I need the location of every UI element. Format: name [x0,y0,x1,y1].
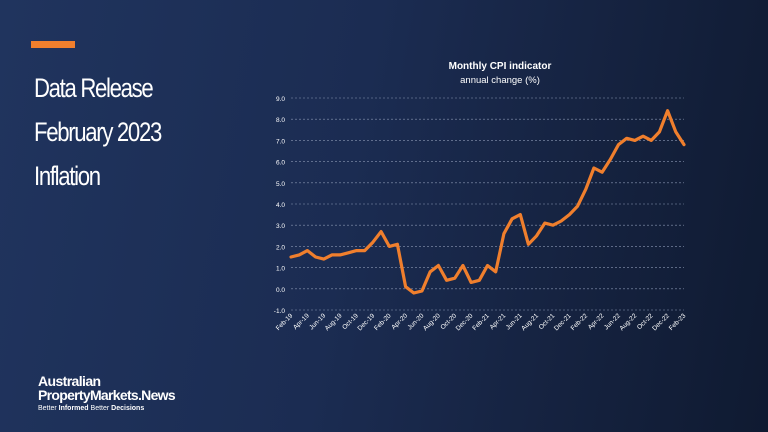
x-tick-label: Feb-23 [668,312,688,332]
x-tick-label: Apr-21 [489,312,508,331]
data-point [609,158,612,161]
data-point [404,285,407,288]
data-point [584,188,587,191]
data-point [576,205,579,208]
data-point [478,279,481,282]
data-point [519,213,522,216]
x-tick-label: Apr-20 [390,312,409,331]
data-point [298,253,301,256]
data-point [617,143,620,146]
y-tick-label: -1.0 [274,308,286,315]
data-point [461,264,464,267]
data-point [486,264,489,267]
x-tick-label: Aug-20 [422,312,442,332]
x-tick-label: Aug-19 [324,312,344,332]
headline-line-1: Data Release [34,73,154,103]
data-point [347,251,350,254]
data-point [502,232,505,235]
x-tick-label: Feb-19 [275,312,295,332]
y-tick-label: 4.0 [276,202,285,209]
y-tick-label: 1.0 [276,266,285,273]
x-tick-label: Aug-22 [619,312,639,332]
data-point [371,241,374,244]
data-point [306,249,309,252]
data-point [560,219,563,222]
x-tick-label: Feb-21 [471,312,491,332]
data-point [601,171,604,174]
x-tick-label: Dec-19 [357,312,377,332]
brand-logo: Australian PropertyMarkets.News Better I… [38,373,176,415]
data-point [592,166,595,169]
data-point [658,130,661,133]
data-point [527,243,530,246]
chart-subtitle: annual change (%) [460,75,540,86]
data-point [650,139,653,142]
x-tick-label: Dec-22 [651,312,671,332]
data-point [625,137,628,140]
y-tick-label: 9.0 [276,96,285,103]
x-tick-label: Apr-22 [587,312,606,331]
data-point [322,258,325,261]
data-point [330,253,333,256]
data-point [289,255,292,258]
y-tick-label: 8.0 [276,117,285,124]
y-tick-label: 5.0 [276,181,285,188]
chart-title: Monthly CPI indicator [448,61,552,72]
data-point [437,264,440,267]
data-point [339,253,342,256]
data-point [543,221,546,224]
y-tick-label: 3.0 [276,223,285,230]
data-point [510,217,513,220]
headline-line-3: Inflation [34,161,101,191]
x-tick-label: Dec-20 [455,312,475,332]
data-point [535,234,538,237]
data-point [494,270,497,273]
data-point [470,281,473,284]
brand-tagline: Better Informed Better Decisions [38,405,145,412]
x-tick-label: Feb-20 [373,312,393,332]
y-tick-label: 7.0 [276,138,285,145]
data-point [379,230,382,233]
data-point [314,255,317,258]
data-point [363,249,366,252]
data-point [674,130,677,133]
x-tick-label: Feb-22 [570,312,590,332]
brand-line-1: Australian [38,373,101,389]
data-point [682,143,685,146]
data-point [396,243,399,246]
data-point [568,213,571,216]
data-point [412,291,415,294]
headline: Data Release February 2023 Inflation [34,66,189,198]
data-point [641,135,644,138]
data-point [551,224,554,227]
accent-bar [31,41,75,48]
data-point [388,245,391,248]
data-point [445,279,448,282]
data-point [355,249,358,252]
data-point [420,289,423,292]
y-tick-label: 6.0 [276,160,285,167]
x-tick-label: Aug-21 [520,312,540,332]
data-point [429,270,432,273]
y-tick-label: 0.0 [276,287,285,294]
brand-line-2: PropertyMarkets.News [38,387,176,403]
cpi-series-line [289,109,686,295]
data-point [633,139,636,142]
x-tick-label: Apr-19 [292,312,311,331]
x-tick-label: Dec-21 [553,312,573,332]
data-point [453,277,456,280]
data-point [666,109,669,112]
headline-line-2: February 2023 [34,117,162,147]
y-tick-label: 2.0 [276,244,285,251]
